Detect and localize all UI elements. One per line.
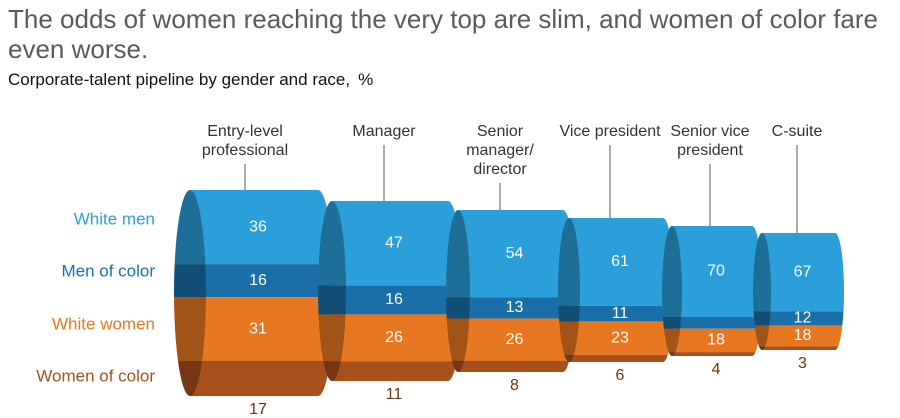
segment — [753, 311, 844, 326]
cylinder-cap — [318, 201, 346, 381]
segment — [446, 210, 575, 298]
value-label: 12 — [794, 310, 812, 327]
subtitle: Corporate-talent pipeline by gender and … — [8, 70, 381, 90]
category-label: C-suite — [771, 123, 823, 140]
segment — [318, 314, 462, 362]
segment — [174, 297, 334, 361]
category-label: Senior vice president — [670, 123, 750, 159]
segment — [558, 354, 674, 362]
legend-label: White women — [52, 314, 155, 333]
segment — [662, 328, 762, 353]
segment — [174, 190, 334, 265]
segment — [174, 360, 334, 396]
segment — [318, 361, 462, 381]
segment — [318, 201, 462, 286]
cylinder-cap — [662, 226, 682, 356]
cylinder — [318, 201, 462, 381]
cylinder-cap — [753, 233, 771, 350]
cylinder — [174, 190, 334, 396]
value-label: 26 — [506, 331, 524, 348]
legend-label: White men — [74, 209, 155, 228]
segment — [662, 317, 762, 329]
value-label: 61 — [611, 253, 629, 270]
value-label: 18 — [794, 327, 812, 344]
value-label: 36 — [249, 218, 267, 235]
category-label: Entry-level professional — [201, 123, 289, 159]
value-label: 16 — [249, 272, 267, 289]
value-label: 54 — [506, 245, 524, 262]
cylinder — [662, 226, 762, 356]
segment — [753, 346, 844, 350]
cylinder-cap — [558, 218, 580, 362]
cylinder — [753, 233, 844, 350]
value-label: 47 — [385, 235, 403, 252]
value-label: 6 — [616, 367, 625, 384]
value-label: 23 — [611, 329, 629, 346]
segment — [174, 264, 334, 298]
segment — [446, 297, 575, 319]
value-label: 70 — [707, 263, 725, 280]
category-label: Senior manager/ director — [466, 123, 534, 178]
value-label: 11 — [386, 386, 403, 403]
value-label: 16 — [385, 291, 403, 308]
unit: % — [358, 70, 374, 89]
segment — [446, 360, 575, 372]
category-label: Vice president — [559, 123, 661, 140]
value-label: 4 — [712, 361, 721, 378]
segment — [662, 352, 762, 356]
value-label: 26 — [385, 329, 403, 346]
segment — [318, 285, 462, 315]
segment — [558, 321, 674, 355]
legend-label: Women of color — [36, 366, 155, 385]
cylinder — [558, 218, 674, 362]
value-label: 17 — [249, 401, 267, 418]
category-label: Manager — [352, 123, 416, 140]
value-label: 11 — [612, 305, 629, 322]
value-label: 13 — [506, 299, 524, 316]
cylinder-cap — [174, 190, 206, 396]
segment — [446, 318, 575, 361]
segment — [662, 226, 762, 317]
page-title: The odds of women reaching the very top … — [8, 4, 878, 64]
segment — [753, 233, 844, 312]
cylinder — [446, 210, 575, 372]
value-label: 31 — [249, 320, 267, 337]
value-label: 18 — [707, 332, 725, 349]
value-label: 3 — [798, 355, 807, 372]
cylinder-cap — [446, 210, 470, 372]
value-label: 67 — [794, 263, 812, 280]
legend-label: Men of color — [61, 261, 155, 280]
segment — [753, 325, 844, 347]
value-label: 8 — [510, 377, 519, 394]
segment — [558, 305, 674, 322]
subtitle-text: Corporate-talent pipeline by gender and … — [8, 70, 351, 89]
segment — [558, 218, 674, 306]
